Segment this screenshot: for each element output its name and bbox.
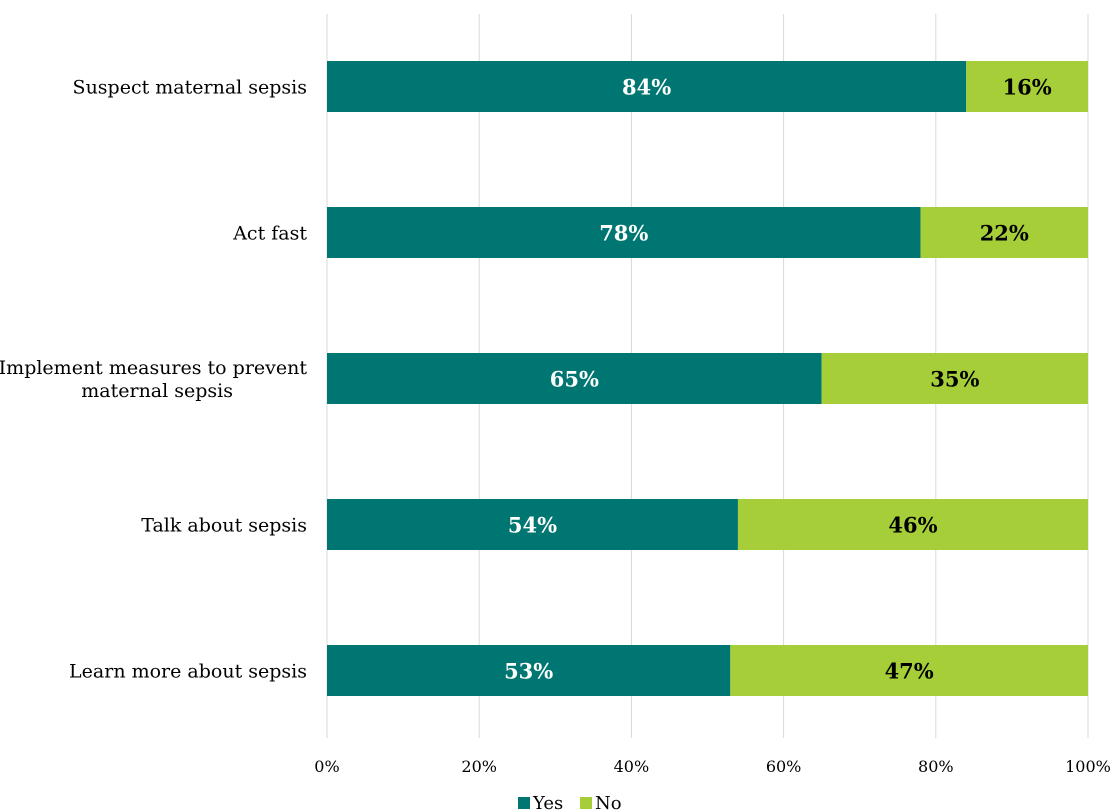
bar-segment-no: [966, 61, 1088, 112]
data-label-yes: 84%: [622, 75, 671, 100]
bar-segment-yes: [327, 207, 921, 258]
category-label-line: maternal sepsis: [81, 380, 233, 402]
category-label-line: Learn more about sepsis: [69, 661, 307, 683]
data-label-no: 22%: [980, 221, 1029, 246]
data-label-no: 35%: [930, 367, 979, 392]
x-tick-label: 20%: [461, 757, 497, 776]
category-label: Act fast: [232, 223, 307, 245]
bar-segment-no: [821, 353, 1088, 404]
x-tick-label: 0%: [314, 757, 339, 776]
legend: Yes No: [518, 793, 622, 812]
category-label-line: Talk about sepsis: [141, 515, 307, 537]
data-label-yes: 53%: [504, 659, 553, 684]
x-axis-ticks: 0% 20% 40% 60% 80% 100%: [314, 757, 1111, 776]
data-label-yes: 65%: [550, 367, 599, 392]
category-label: Suspect maternal sepsis: [73, 77, 307, 99]
x-tick-label: 100%: [1065, 757, 1111, 776]
data-label-no: 16%: [1003, 75, 1052, 100]
x-tick-label: 40%: [614, 757, 650, 776]
bar-segment-no: [730, 645, 1088, 696]
category-label-line: Act fast: [232, 223, 307, 245]
bar-segment-yes: [327, 645, 731, 696]
category-label: Implement measures to prevent maternal se…: [0, 357, 307, 402]
bar-segment-yes: [327, 353, 822, 404]
bars: 84% 16% 78% 22% 65% 35% 54% 46% 53% 47%: [327, 61, 1088, 696]
data-label-no: 46%: [888, 513, 937, 538]
legend-swatch-yes: [518, 797, 530, 809]
data-label-yes: 78%: [599, 221, 648, 246]
bar-segment-no: [737, 499, 1088, 550]
x-tick-label: 60%: [766, 757, 802, 776]
category-label-line: Suspect maternal sepsis: [73, 77, 307, 99]
legend-label-no: No: [595, 793, 622, 812]
category-labels: Suspect maternal sepsis Act fast Implement…: [0, 77, 307, 683]
legend-swatch-no: [580, 797, 592, 809]
category-label: Learn more about sepsis: [69, 661, 307, 683]
category-label: Talk about sepsis: [141, 515, 307, 537]
x-tick-label: 80%: [918, 757, 954, 776]
bar-segment-no: [920, 207, 1088, 258]
bar-segment-yes: [327, 499, 738, 550]
bar-segment-yes: [327, 61, 967, 112]
category-label-line: Implement measures to prevent: [0, 357, 307, 379]
data-label-no: 47%: [885, 659, 934, 684]
legend-label-yes: Yes: [532, 793, 563, 812]
data-label-yes: 54%: [508, 513, 557, 538]
